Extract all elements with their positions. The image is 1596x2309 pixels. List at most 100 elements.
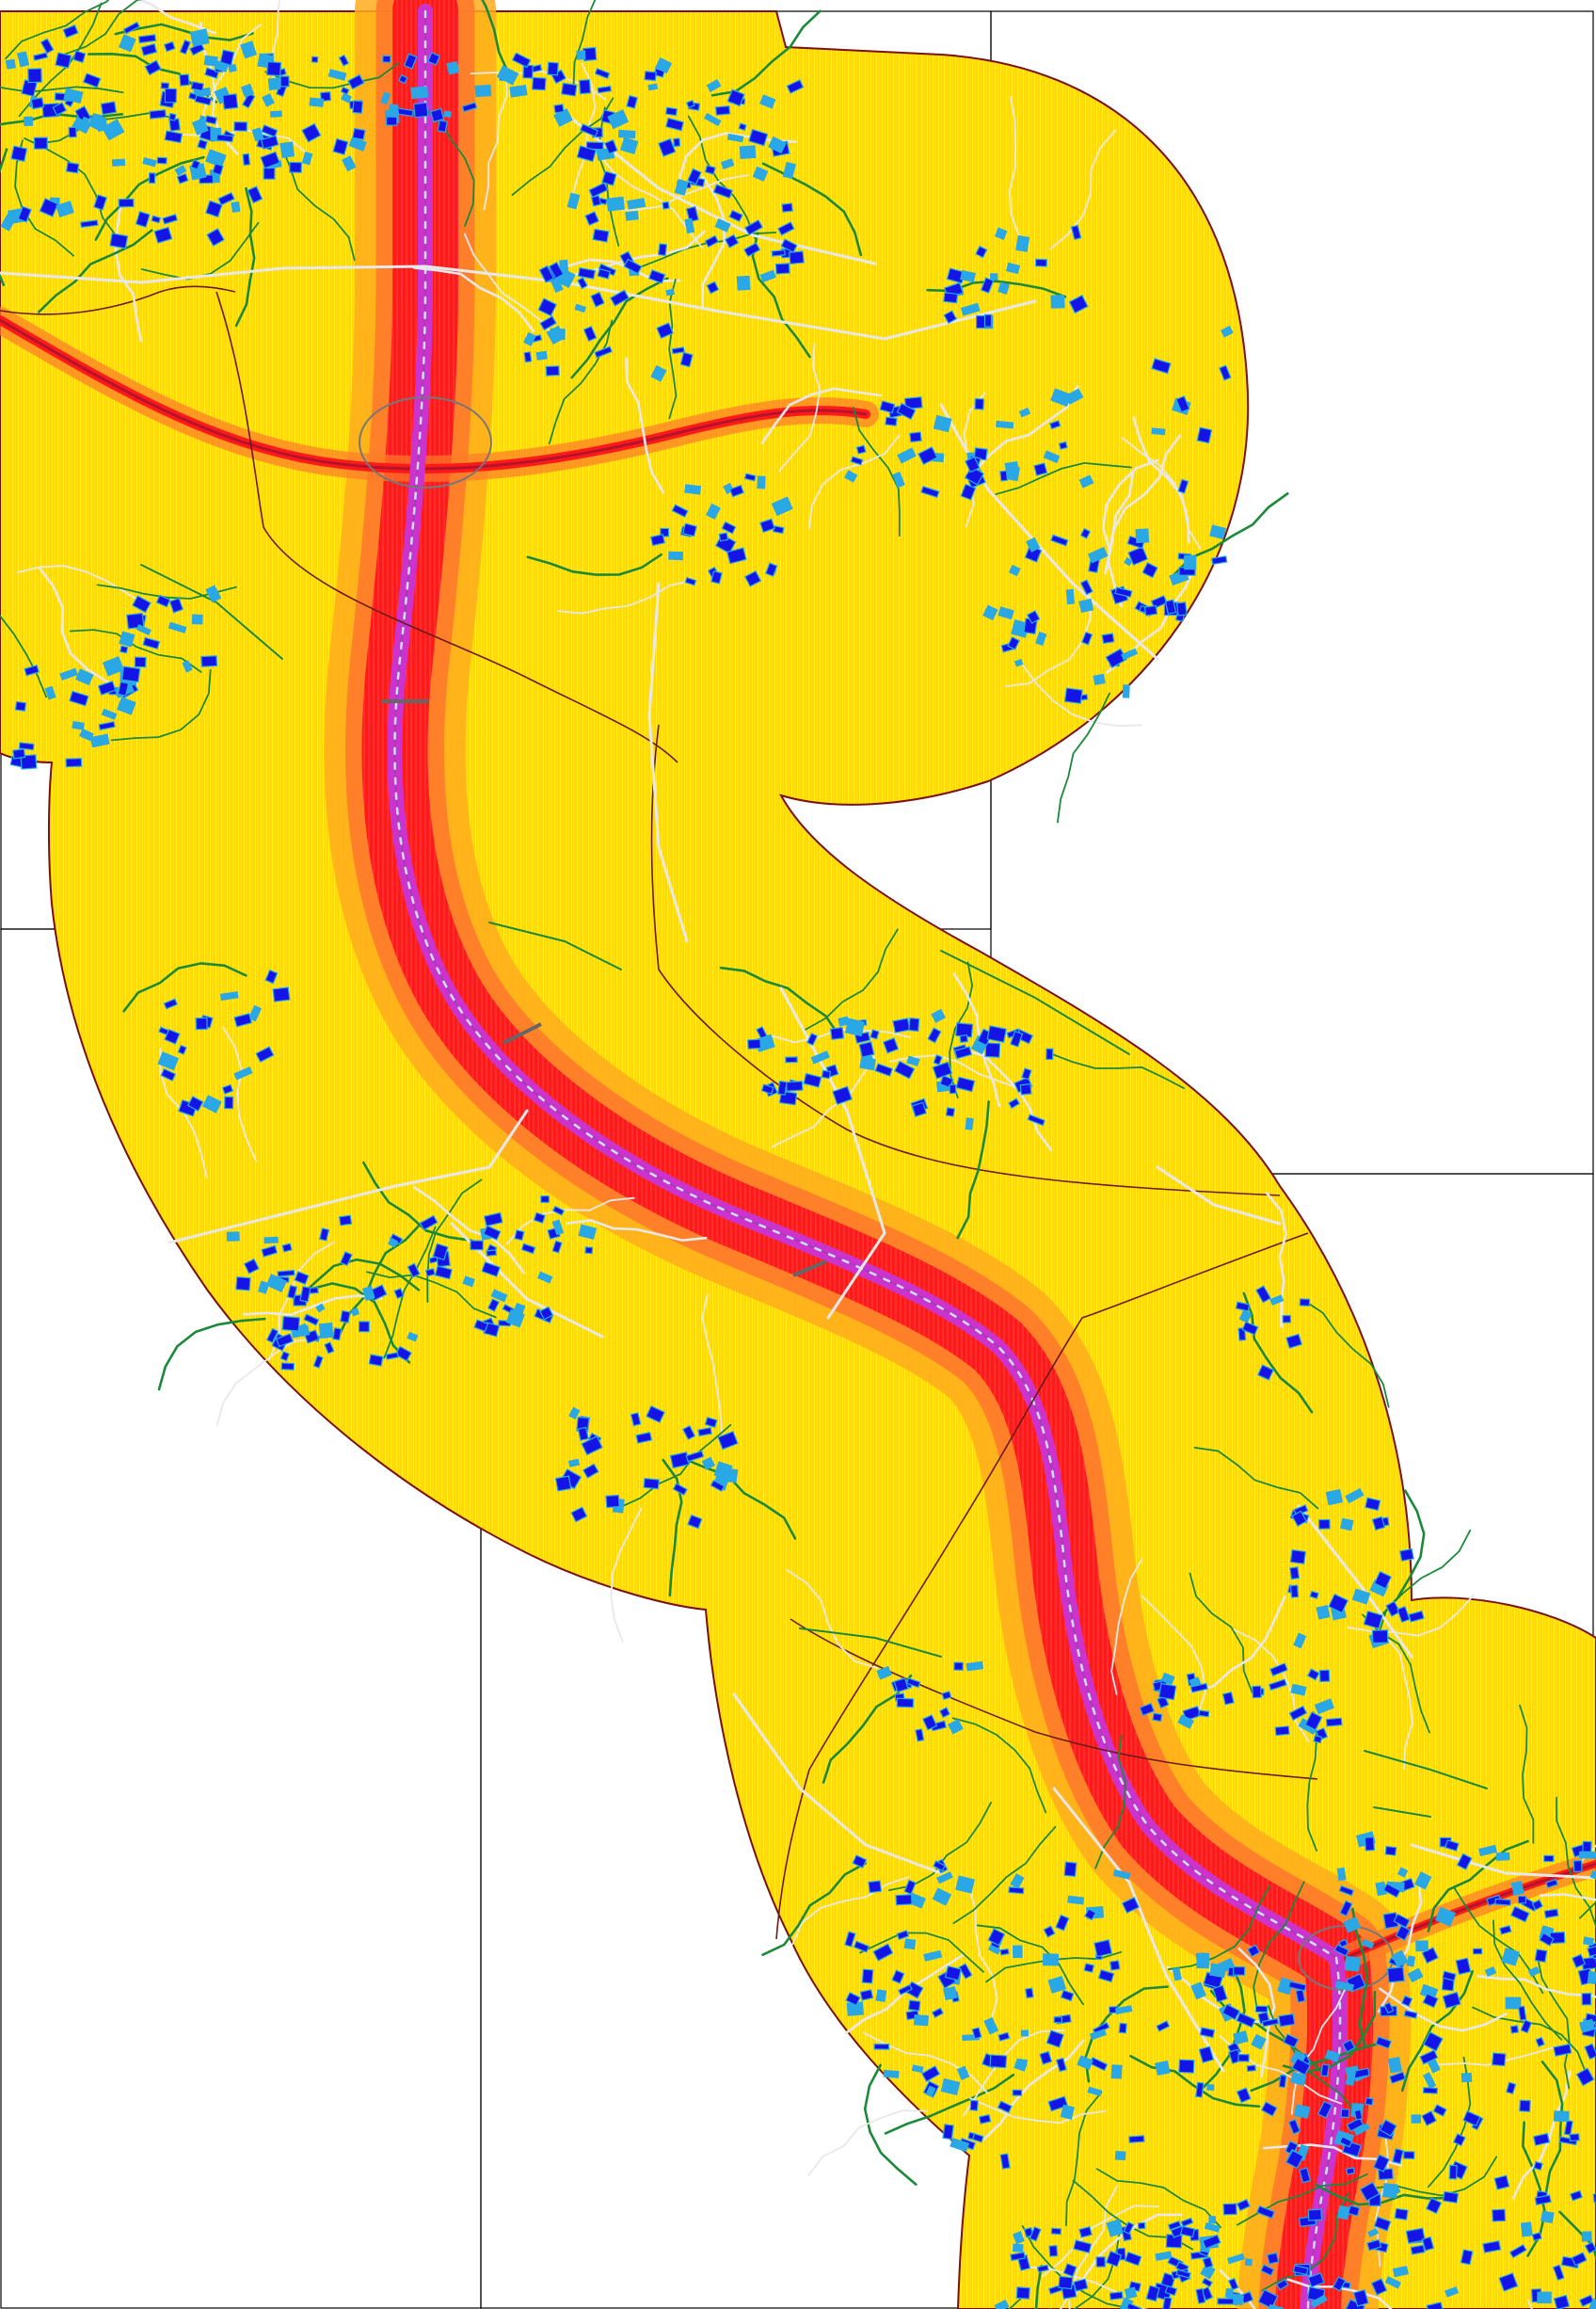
building: [956, 2065, 970, 2080]
building: [203, 67, 220, 79]
building: [1055, 2057, 1067, 2073]
track: [140, 564, 283, 660]
building: [1065, 588, 1076, 605]
building: [668, 551, 684, 561]
local-road: [122, 962, 247, 1013]
building: [1145, 2285, 1160, 2302]
building: [1194, 2081, 1205, 2098]
building: [1139, 1702, 1156, 1717]
building: [1422, 1993, 1439, 2009]
building: [1155, 2251, 1173, 2261]
building: [481, 1261, 502, 1277]
local-road: [1141, 1595, 1206, 1714]
building: [671, 346, 685, 355]
building: [742, 242, 761, 258]
building: [1553, 2043, 1572, 2058]
building: [1068, 294, 1089, 314]
building: [56, 200, 74, 217]
building: [1332, 2276, 1347, 2292]
building: [186, 1095, 204, 1113]
building: [1278, 2074, 1287, 2089]
building: [706, 281, 720, 295]
building: [879, 400, 896, 414]
building: [348, 136, 367, 152]
building: [739, 145, 757, 160]
building: [1050, 295, 1065, 309]
building: [1005, 262, 1021, 275]
building: [726, 88, 745, 107]
building: [191, 118, 209, 136]
local-road: [110, 668, 212, 742]
building: [1387, 2056, 1402, 2074]
building: [1261, 2017, 1280, 2028]
building: [1285, 1333, 1303, 1350]
building: [1083, 1963, 1095, 1973]
building: [119, 34, 136, 53]
building: [1408, 1610, 1425, 1623]
local-road: [853, 407, 901, 537]
building: [1060, 2104, 1076, 2120]
building: [1106, 2219, 1125, 2237]
building: [953, 1661, 964, 1671]
building: [233, 120, 248, 132]
building: [142, 636, 161, 650]
track: [1373, 1806, 1431, 1818]
local-road: [140, 221, 260, 281]
building: [1472, 1948, 1483, 1955]
building: [1204, 2221, 1221, 2233]
building: [1025, 1987, 1034, 1999]
building: [1558, 2136, 1578, 2146]
building: [281, 1315, 300, 1332]
building: [1123, 2221, 1135, 2235]
building: [1307, 2272, 1325, 2288]
building: [18, 742, 35, 751]
local-road: [807, 434, 901, 530]
building: [1571, 2252, 1588, 2267]
local-road: [884, 2073, 1015, 2135]
building: [855, 444, 867, 455]
building: [1575, 2067, 1595, 2087]
building: [896, 1930, 910, 1941]
building: [1334, 1980, 1355, 1992]
building: [1156, 2020, 1171, 2032]
building: [119, 631, 136, 648]
building: [255, 1046, 275, 1064]
building: [1078, 2225, 1093, 2238]
local-road: [1021, 664, 1142, 728]
building: [927, 1027, 942, 1044]
building: [713, 1461, 733, 1481]
building: [903, 1879, 917, 1896]
building: [1151, 427, 1166, 436]
building: [182, 660, 193, 673]
building: [701, 1456, 715, 1470]
building: [1018, 407, 1031, 418]
building: [1370, 2278, 1388, 2296]
building: [1226, 2253, 1245, 2265]
local-road: [511, 97, 614, 196]
building: [120, 665, 141, 683]
building: [853, 1940, 870, 1953]
building: [584, 1246, 594, 1255]
building: [1346, 2117, 1365, 2132]
local-road: [778, 343, 822, 473]
building: [52, 102, 68, 117]
building: [149, 109, 167, 120]
building: [845, 1991, 861, 2007]
building: [205, 149, 227, 168]
building: [923, 1949, 943, 1962]
building: [1110, 2064, 1123, 2079]
building: [1209, 1963, 1227, 1979]
building: [681, 1424, 696, 1441]
building: [1209, 524, 1226, 540]
building: [380, 91, 391, 105]
connector-road: [1297, 1504, 1413, 1659]
building: [1150, 595, 1168, 610]
building: [768, 136, 787, 154]
building: [838, 1016, 850, 1027]
building: [190, 159, 201, 170]
building: [119, 645, 129, 654]
building: [999, 1948, 1010, 1956]
building: [858, 1041, 875, 1058]
building: [685, 1450, 705, 1463]
building: [679, 351, 694, 368]
